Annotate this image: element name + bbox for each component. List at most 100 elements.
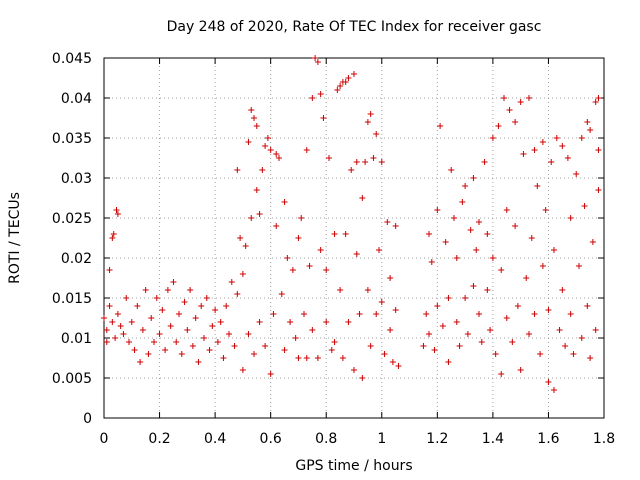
y-tick-label: 0.045 bbox=[52, 51, 92, 67]
data-point bbox=[259, 167, 266, 173]
data-point bbox=[234, 291, 241, 297]
data-point bbox=[420, 343, 427, 349]
data-point bbox=[531, 311, 538, 317]
data-point bbox=[262, 143, 269, 149]
data-point bbox=[445, 359, 452, 365]
data-point bbox=[109, 319, 116, 325]
data-point bbox=[142, 287, 149, 293]
data-point bbox=[462, 295, 469, 301]
data-point bbox=[517, 99, 524, 105]
data-point bbox=[587, 127, 594, 133]
data-points bbox=[101, 55, 602, 393]
data-point bbox=[551, 387, 557, 393]
data-point bbox=[223, 303, 230, 309]
data-point bbox=[551, 247, 557, 253]
data-point bbox=[203, 295, 210, 301]
data-point bbox=[162, 347, 169, 353]
data-point bbox=[595, 147, 602, 153]
data-point bbox=[120, 331, 127, 337]
data-point bbox=[353, 159, 360, 165]
data-point bbox=[256, 211, 263, 217]
y-axis-label: ROTI / TECUs bbox=[7, 192, 23, 284]
data-point bbox=[228, 279, 235, 285]
data-point bbox=[592, 99, 599, 105]
y-tick-label: 0.01 bbox=[61, 331, 92, 347]
data-point bbox=[289, 267, 296, 273]
data-point bbox=[178, 351, 185, 357]
axis-ticks: 0 0.2 0.4 0.6 0.8 1 1.2 1.4 1.6 1.8 0 0.005 0.01 0.01… bbox=[52, 51, 615, 447]
data-point bbox=[553, 135, 560, 141]
data-point bbox=[337, 287, 344, 293]
data-point bbox=[309, 95, 316, 101]
y-tick-label: 0.02 bbox=[61, 251, 92, 267]
data-point bbox=[206, 347, 213, 353]
x-axis-label: GPS time / hours bbox=[295, 458, 412, 474]
data-point bbox=[467, 227, 474, 233]
data-point bbox=[364, 119, 371, 125]
data-point bbox=[317, 91, 324, 97]
data-point bbox=[539, 139, 546, 145]
data-point bbox=[348, 167, 355, 173]
data-point bbox=[253, 123, 260, 129]
data-point bbox=[389, 359, 396, 365]
data-point bbox=[173, 339, 180, 345]
data-point bbox=[445, 295, 452, 301]
data-point bbox=[478, 339, 485, 345]
data-point bbox=[570, 351, 577, 357]
data-point bbox=[573, 171, 580, 177]
data-point bbox=[451, 215, 457, 221]
data-point bbox=[145, 351, 152, 357]
data-point bbox=[595, 95, 602, 101]
data-point bbox=[287, 319, 294, 325]
data-point bbox=[339, 355, 346, 361]
data-point bbox=[545, 307, 552, 313]
y-tick-label: 0.04 bbox=[61, 91, 92, 107]
data-point bbox=[534, 183, 541, 189]
data-point bbox=[395, 363, 402, 369]
data-point bbox=[442, 239, 449, 245]
data-point bbox=[181, 299, 188, 305]
data-point bbox=[189, 343, 196, 349]
data-point bbox=[113, 207, 120, 213]
data-point bbox=[270, 311, 277, 317]
data-point bbox=[578, 335, 585, 341]
data-point bbox=[245, 331, 252, 337]
data-point bbox=[331, 231, 338, 237]
data-point bbox=[148, 315, 155, 321]
data-point bbox=[487, 327, 494, 333]
data-point bbox=[514, 303, 521, 309]
y-tick-label: 0.035 bbox=[52, 131, 92, 147]
data-point bbox=[367, 343, 374, 349]
x-tick-label: 1.6 bbox=[537, 431, 559, 447]
data-point bbox=[476, 219, 482, 225]
data-point bbox=[323, 319, 330, 325]
grid-lines bbox=[104, 58, 604, 418]
data-point bbox=[231, 343, 238, 349]
data-point bbox=[426, 231, 432, 237]
data-point bbox=[489, 255, 496, 261]
data-point bbox=[498, 267, 505, 273]
data-point bbox=[517, 367, 524, 373]
data-point bbox=[495, 123, 502, 129]
data-point bbox=[220, 355, 227, 361]
data-point bbox=[110, 231, 117, 237]
data-point bbox=[373, 131, 380, 137]
data-point bbox=[528, 235, 535, 241]
data-point bbox=[264, 135, 271, 141]
data-point bbox=[151, 339, 157, 345]
data-point bbox=[281, 199, 288, 205]
data-point bbox=[542, 207, 549, 213]
data-point bbox=[303, 355, 310, 361]
data-point bbox=[520, 151, 527, 157]
data-point bbox=[489, 135, 496, 141]
data-point bbox=[581, 203, 588, 209]
data-point bbox=[331, 339, 338, 345]
data-point bbox=[312, 55, 319, 61]
data-point bbox=[492, 351, 499, 357]
data-point bbox=[242, 243, 249, 249]
x-tick-label: 0.6 bbox=[260, 431, 282, 447]
data-point bbox=[167, 323, 174, 329]
data-point bbox=[239, 271, 246, 277]
data-point bbox=[267, 147, 274, 153]
data-point bbox=[587, 355, 594, 361]
